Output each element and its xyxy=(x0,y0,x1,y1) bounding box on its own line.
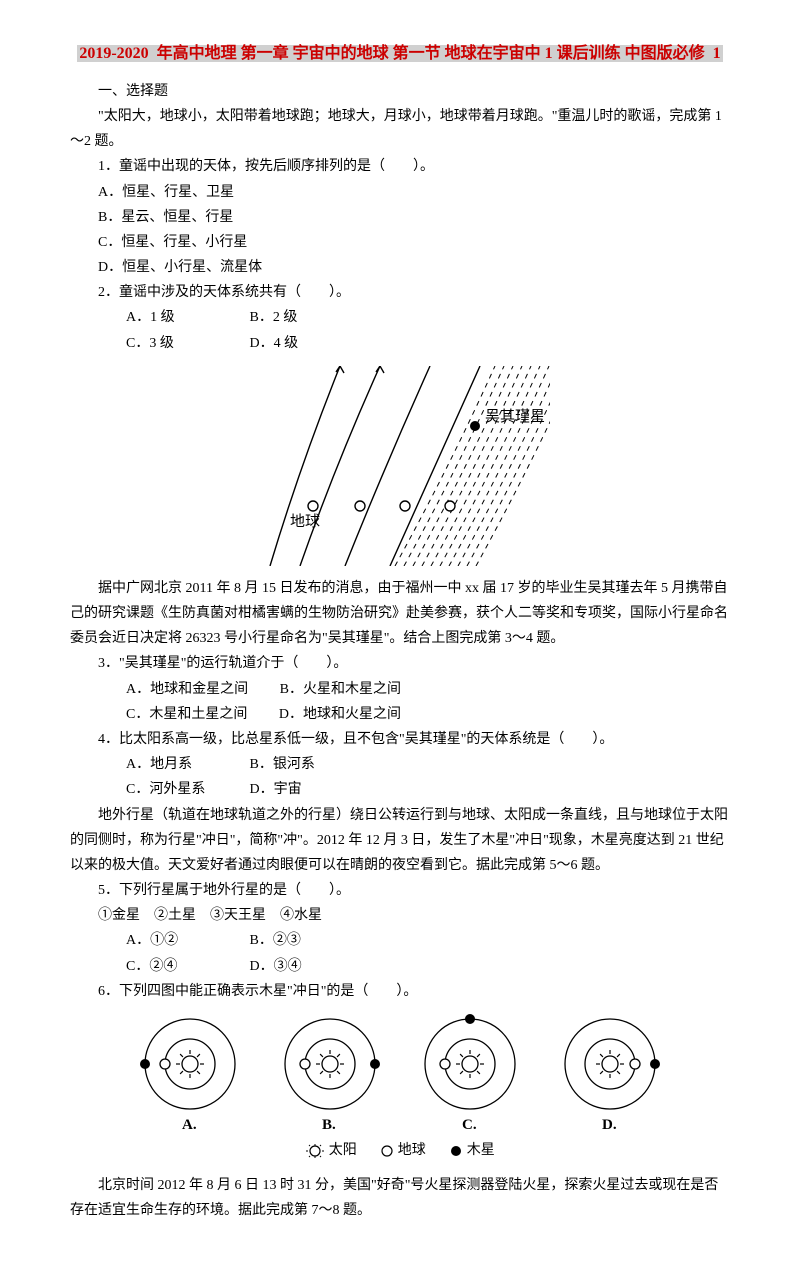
chongri-diagram: A. B. C. D. 太阳 地球 木星 xyxy=(70,1014,730,1163)
orbit-svg: 地球 吴其瑾星 xyxy=(250,366,550,566)
paragraph-3: 北京时间 2012 年 8 月 6 日 13 时 31 分，美国"好奇"号火星探… xyxy=(70,1173,730,1223)
legend-earth: 地球 xyxy=(380,1143,429,1158)
svg-text:A.: A. xyxy=(182,1117,197,1133)
svg-text:吴其瑾星: 吴其瑾星 xyxy=(485,408,545,425)
q5-option-d: D．③④ xyxy=(222,954,342,979)
chongri-svg: A. B. C. D. xyxy=(120,1014,680,1134)
chongri-legend: 太阳 地球 木星 xyxy=(70,1138,730,1163)
title-highlight-tail: 1 xyxy=(711,45,723,62)
q5-list: ①金星 ②土星 ③天王星 ④水星 xyxy=(70,903,730,928)
q1-stem: 1．童谣中出现的天体，按先后顺序排列的是（ ）。 xyxy=(70,154,730,179)
q4-option-b: B．银河系 xyxy=(222,752,342,777)
q5-options-row2: C．②④ D．③④ xyxy=(70,954,730,979)
q4-stem: 4．比太阳系高一级，比总星系低一级，且不包含"吴其瑾星"的天体系统是（ ）。 xyxy=(70,727,730,752)
q5-stem: 5．下列行星属于地外行星的是（ ）。 xyxy=(70,878,730,903)
q3-options-row1: A．地球和金星之间 B．火星和木星之间 xyxy=(70,677,730,702)
q3-option-d: D．地球和火星之间 xyxy=(251,702,401,727)
q4-option-a: A．地月系 xyxy=(98,752,218,777)
title-highlight-main: 年高中地理 第一章 宇宙中的地球 第一节 地球在宇宙中 1 课后训练 中图版必修 xyxy=(151,45,711,62)
q1-option-c: C．恒星、行星、小行星 xyxy=(70,230,730,255)
q2-stem: 2．童谣中涉及的天体系统共有（ ）。 xyxy=(70,280,730,305)
q3-stem: 3．"吴其瑾星"的运行轨道介于（ ）。 xyxy=(70,651,730,676)
q2-options-row1: A．1 级 B．2 级 xyxy=(70,305,730,330)
svg-text:B.: B. xyxy=(322,1117,336,1133)
intro-1: "太阳大，地球小，太阳带着地球跑；地球大，月球小，地球带着月球跑。"重温儿时的歌… xyxy=(70,104,730,154)
title-highlight-year: 2019-2020 xyxy=(77,45,150,62)
page-title: 2019-2020 年高中地理 第一章 宇宙中的地球 第一节 地球在宇宙中 1 … xyxy=(70,40,730,69)
q4-options-row1: A．地月系 B．银河系 xyxy=(70,752,730,777)
q3-option-a: A．地球和金星之间 xyxy=(98,677,248,702)
paragraph-2: 地外行星（轨道在地球轨道之外的行星）绕日公转运行到与地球、太阳成一条直线，且与地… xyxy=(70,803,730,879)
svg-text:C.: C. xyxy=(462,1117,477,1133)
q5-option-a: A．①② xyxy=(98,928,218,953)
q3-option-b: B．火星和木星之间 xyxy=(252,677,401,702)
q4-option-c: C．河外星系 xyxy=(98,777,218,802)
q2-option-a: A．1 级 xyxy=(98,305,218,330)
q1-option-a: A．恒星、行星、卫星 xyxy=(70,180,730,205)
q6-stem: 6．下列四图中能正确表示木星"冲日"的是（ ）。 xyxy=(70,979,730,1004)
legend-jupiter: 木星 xyxy=(449,1143,495,1158)
svg-text:地球: 地球 xyxy=(290,513,320,530)
q3-options-row2: C．木星和土星之间 D．地球和火星之间 xyxy=(70,702,730,727)
q4-options-row2: C．河外星系 D．宇宙 xyxy=(70,777,730,802)
q2-option-d: D．4 级 xyxy=(222,331,342,356)
section-heading: 一、选择题 xyxy=(70,79,730,104)
orbit-diagram: 地球 吴其瑾星 xyxy=(70,366,730,566)
q5-options-row1: A．①② B．②③ xyxy=(70,928,730,953)
legend-sun: 太阳 xyxy=(305,1143,360,1158)
q2-option-c: C．3 级 xyxy=(98,331,218,356)
q5-option-b: B．②③ xyxy=(222,928,342,953)
paragraph-1: 据中广网北京 2011 年 8 月 15 日发布的消息，由于福州一中 xx 届 … xyxy=(70,576,730,652)
svg-text:D.: D. xyxy=(602,1117,617,1133)
q4-option-d: D．宇宙 xyxy=(222,777,342,802)
q1-option-d: D．恒星、小行星、流星体 xyxy=(70,255,730,280)
q3-option-c: C．木星和土星之间 xyxy=(98,702,247,727)
q1-option-b: B．星云、恒星、行星 xyxy=(70,205,730,230)
q5-option-c: C．②④ xyxy=(98,954,218,979)
q2-options-row2: C．3 级 D．4 级 xyxy=(70,331,730,356)
q2-option-b: B．2 级 xyxy=(222,305,342,330)
